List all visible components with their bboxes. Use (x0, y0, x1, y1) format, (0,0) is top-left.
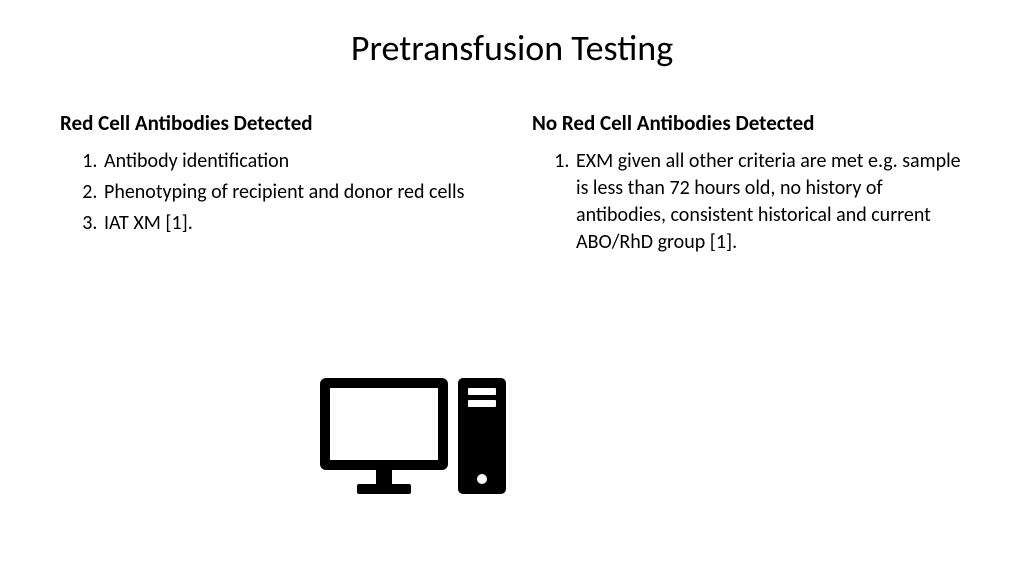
slide-title: Pretransfusion Testing (0, 0, 1024, 110)
monitor-icon (320, 378, 448, 494)
tower-icon (458, 378, 506, 494)
left-column: Red Cell Antibodies Detected Antibody id… (60, 110, 492, 260)
right-heading: No Red Cell Antibodies Detected (532, 110, 964, 136)
right-column: No Red Cell Antibodies Detected EXM give… (532, 110, 964, 260)
list-item: Phenotyping of recipient and donor red c… (102, 179, 492, 206)
left-list: Antibody identification Phenotyping of r… (60, 148, 492, 237)
computer-icon (320, 378, 506, 494)
list-item: IAT XM [1]. (102, 210, 492, 237)
right-list: EXM given all other criteria are met e.g… (532, 148, 964, 256)
content-columns: Red Cell Antibodies Detected Antibody id… (0, 110, 1024, 260)
list-item: Antibody identification (102, 148, 492, 175)
left-heading: Red Cell Antibodies Detected (60, 110, 492, 136)
list-item: EXM given all other criteria are met e.g… (574, 148, 964, 256)
